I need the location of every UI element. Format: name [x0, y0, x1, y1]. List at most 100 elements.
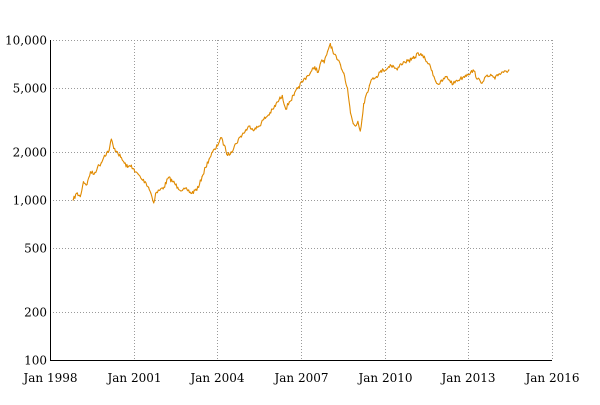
data-point: [113, 147, 115, 150]
data-point: [382, 69, 384, 71]
x-tick-label: Jan 2016: [523, 371, 579, 385]
data-point: [223, 144, 225, 146]
data-point: [212, 151, 214, 153]
data-point: [326, 50, 329, 52]
data-point: [288, 101, 290, 103]
series-line-0: [72, 43, 510, 204]
data-point: [120, 156, 122, 158]
data-point: [438, 83, 440, 85]
x-tick-label: Jan 2001: [105, 371, 161, 385]
data-point: [456, 79, 458, 81]
data-point: [285, 108, 287, 110]
y-tick-label: 10,000: [5, 34, 47, 48]
data-point: [414, 56, 416, 58]
data-point: [244, 130, 246, 132]
data-point: [459, 78, 461, 80]
data-point: [191, 192, 193, 194]
y-tick-label: 2,000: [13, 146, 47, 160]
data-point: [75, 192, 78, 194]
data-point: [263, 118, 265, 120]
data-point: [150, 192, 152, 194]
data-point: [442, 79, 444, 81]
data-point: [172, 181, 174, 183]
data-point: [389, 64, 391, 66]
data-point: [452, 83, 454, 85]
axes: [50, 40, 552, 361]
data-point: [89, 171, 92, 173]
data-point: [163, 186, 165, 188]
data-point: [393, 66, 395, 68]
data-point: [352, 123, 354, 125]
y-tick-label: 1,000: [13, 194, 47, 208]
data-point: [167, 177, 170, 179]
y-tick-label: 5,000: [13, 82, 47, 96]
data-point: [431, 70, 433, 72]
data-point: [417, 52, 419, 54]
data-point: [494, 78, 496, 80]
data-point: [181, 189, 184, 191]
data-point: [144, 181, 146, 183]
data-point: [198, 186, 200, 188]
data-point: [82, 181, 85, 183]
data-point: [487, 76, 489, 78]
tick-labels: 100 200 500 1,000 2,000 5,000 10,000 Jan 1998 Ja…: [5, 34, 580, 386]
data-point: [368, 84, 371, 87]
data-point: [359, 130, 361, 132]
series-layer: [72, 42, 510, 204]
data-point: [177, 186, 179, 188]
x-tick-label: Jan 2010: [356, 371, 412, 385]
data-point: [153, 202, 155, 204]
data-point: [137, 173, 139, 175]
data-point: [86, 183, 88, 186]
data-point: [403, 61, 405, 63]
data-point: [329, 42, 331, 45]
data-point: [463, 76, 465, 78]
data-point: [372, 77, 374, 79]
y-tick-label: 100: [24, 354, 47, 368]
data-point: [100, 162, 102, 164]
data-point: [357, 120, 359, 122]
data-point: [473, 70, 475, 72]
data-point: [116, 151, 118, 153]
data-point: [339, 64, 342, 66]
data-point: [365, 94, 367, 97]
data-point: [93, 173, 95, 175]
data-point: [302, 79, 304, 81]
data-point: [240, 135, 242, 137]
data-point: [375, 76, 378, 78]
x-tick-label: Jan 1998: [21, 371, 77, 385]
data-point: [480, 82, 482, 84]
data-point: [504, 70, 507, 72]
data-point: [79, 196, 81, 198]
data-point: [323, 62, 325, 64]
gridlines: [50, 40, 553, 361]
data-point: [483, 77, 486, 79]
data-point: [155, 192, 157, 194]
data-point: [470, 71, 472, 73]
data-point: [349, 112, 352, 114]
data-point: [293, 94, 295, 97]
data-point: [400, 63, 402, 65]
data-point: [127, 166, 129, 168]
data-point: [501, 71, 503, 73]
data-point: [336, 58, 338, 60]
data-point: [361, 118, 363, 120]
data-point: [272, 108, 274, 110]
data-point: [208, 158, 210, 160]
data-point: [201, 176, 203, 178]
data-point: [298, 86, 300, 88]
data-point: [258, 125, 260, 127]
data-point: [343, 72, 345, 74]
data-point: [332, 53, 335, 55]
data-point: [476, 78, 479, 80]
data-point: [508, 69, 510, 71]
data-point: [253, 129, 256, 131]
y-tick-label: 200: [24, 306, 47, 320]
x-tick-label: Jan 2007: [272, 371, 328, 385]
data-point: [466, 73, 468, 75]
data-point: [96, 166, 99, 168]
data-point: [363, 103, 365, 105]
data-point: [491, 74, 493, 77]
data-point: [227, 154, 229, 156]
